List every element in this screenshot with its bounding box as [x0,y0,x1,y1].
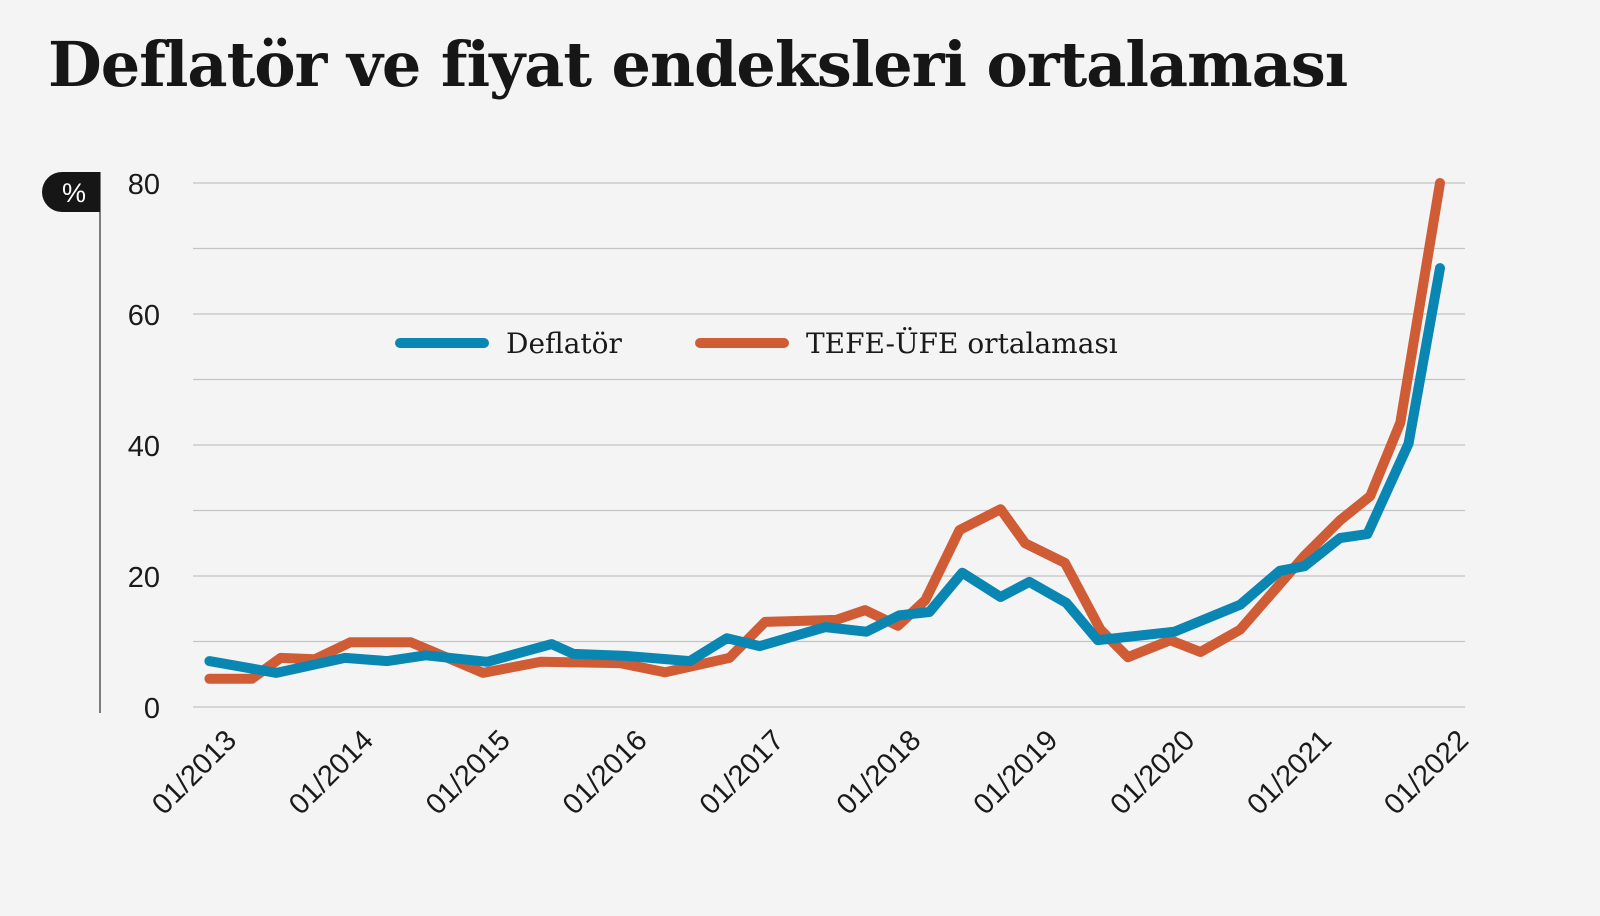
chart-title: Deflatör ve fiyat endeksleri ortalaması [48,28,1348,101]
y-tick-label: 60 [128,300,160,332]
series-line-deflator [204,263,1445,678]
legend-label-tefe-ufe: TEFE-ÜFE ortalaması [806,326,1118,360]
x-tick-label: 01/2018 [831,724,928,821]
legend: Deflatör TEFE-ÜFE ortalaması [395,326,1118,360]
x-tick-label: 01/2019 [968,724,1065,821]
legend-label-deflator: Deflatör [506,327,622,360]
x-tick-label: 01/2022 [1378,724,1475,821]
y-tick-label: 40 [128,431,160,463]
y-tick-label: 20 [128,562,160,594]
x-tick-label: 01/2017 [694,724,791,821]
x-tick-label: 01/2013 [146,724,243,821]
x-tick-label: 01/2020 [1104,724,1201,821]
y-tick-labels: 0 20 40 60 80 [128,169,160,725]
y-tick-label: 0 [144,693,160,725]
y-tick-label: 80 [128,169,160,201]
series-lines [204,178,1445,684]
x-tick-label: 01/2015 [420,724,517,821]
x-tick-label: 01/2016 [557,724,654,821]
x-tick-label: 01/2014 [283,724,380,821]
series-line-tefe-ufe [204,178,1445,684]
y-unit-label: % [62,178,86,208]
x-tick-label: 01/2021 [1241,724,1338,821]
x-tick-labels: 01/2013 01/2014 01/2015 01/2016 01/2017 01/20… [146,724,1475,821]
unit-badge [42,172,100,212]
gridlines [193,182,1465,708]
